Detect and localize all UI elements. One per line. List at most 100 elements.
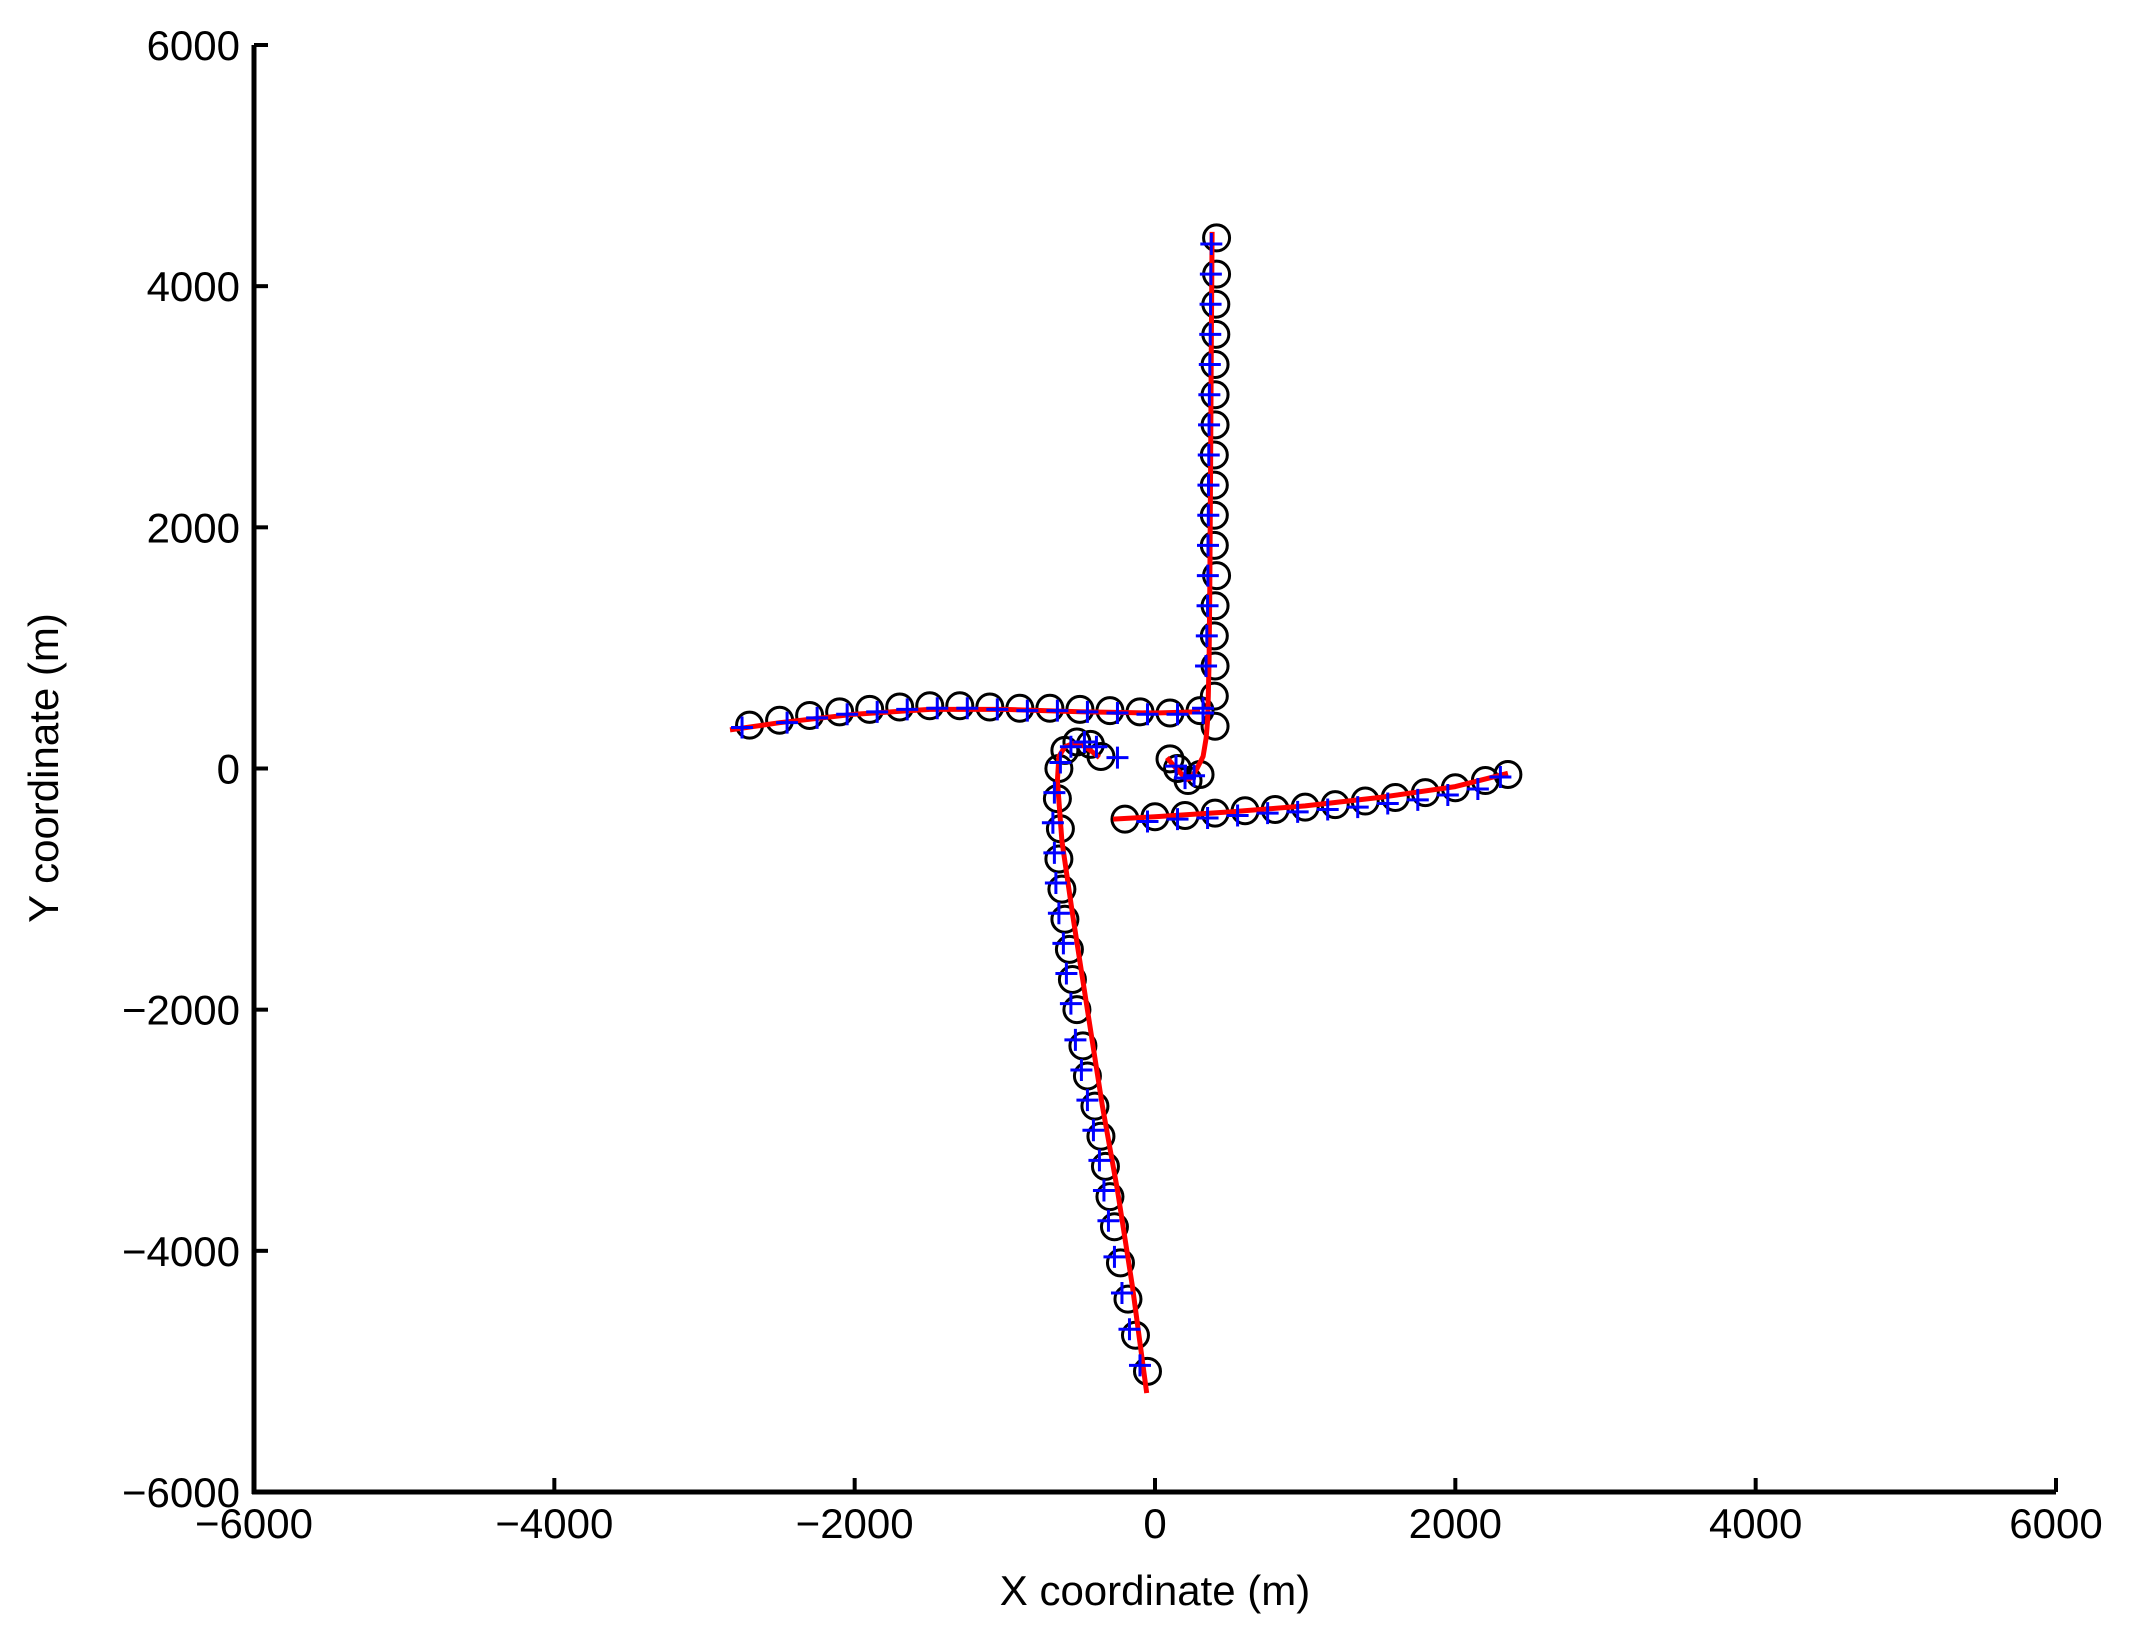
- estimate-point: [1043, 781, 1066, 804]
- estimate-point: [1199, 263, 1222, 286]
- y-tick-label: 4000: [147, 263, 240, 310]
- measurement-point: [1199, 681, 1229, 711]
- measurement-point: [1163, 754, 1193, 783]
- x-tick-label: 0: [1143, 1500, 1166, 1547]
- y-tick-label: 6000: [147, 22, 240, 69]
- estimate-point: [1118, 1318, 1141, 1341]
- measurement-point: [1113, 1284, 1143, 1314]
- measurement-point: [1080, 1091, 1110, 1121]
- measurement-point: [1095, 1182, 1125, 1212]
- estimate-point: [1436, 784, 1459, 807]
- measurement-point: [1044, 844, 1074, 874]
- estimate-point: [806, 706, 829, 729]
- measurement-point: [1068, 1031, 1098, 1061]
- x-tick-label: 2000: [1409, 1500, 1502, 1547]
- estimate-point: [1070, 1058, 1093, 1081]
- estimate-point: [1055, 962, 1078, 985]
- estimate-point: [1196, 594, 1219, 617]
- estimate-point: [1097, 1209, 1120, 1232]
- estimate-point: [776, 711, 799, 734]
- measurement-point: [1155, 744, 1185, 774]
- estimate-point: [1197, 534, 1220, 557]
- measurement-point: [1099, 1212, 1129, 1242]
- estimate-point: [1166, 703, 1189, 726]
- y-tick-label: −4000: [122, 1228, 240, 1275]
- measurement-point: [825, 697, 855, 727]
- measurement-point: [915, 691, 945, 721]
- estimate-point: [1136, 703, 1159, 726]
- measurement-point: [1057, 965, 1087, 995]
- estimate-point: [1346, 796, 1369, 819]
- estimate-point: [1016, 699, 1039, 722]
- measurement-point: [1047, 874, 1077, 904]
- measurement-point: [1054, 934, 1084, 964]
- estimate-point: [1136, 810, 1159, 833]
- estimate-point: [1286, 800, 1309, 823]
- y-tick-label: 2000: [147, 504, 240, 551]
- estimate-point: [986, 698, 1009, 721]
- estimate-point: [1196, 564, 1219, 587]
- estimate-point: [1199, 323, 1222, 346]
- estimate-point: [1198, 383, 1221, 406]
- y-tick-label: −6000: [122, 1469, 240, 1516]
- estimate-point: [1197, 474, 1220, 497]
- y-tick-label: −2000: [122, 987, 240, 1034]
- estimate-point: [1076, 700, 1099, 723]
- x-tick-label: 6000: [2009, 1500, 2102, 1547]
- estimate-point: [1195, 624, 1218, 647]
- measurement-point: [1050, 904, 1080, 934]
- estimate-point: [1088, 1149, 1111, 1172]
- estimate-point: [1226, 804, 1249, 827]
- x-tick-label: −4000: [495, 1500, 613, 1547]
- estimate-point: [1128, 1354, 1151, 1377]
- estimate-point: [1256, 802, 1279, 825]
- estimate-point: [1044, 872, 1067, 895]
- estimate-point: [1195, 655, 1218, 678]
- estimate-point: [1106, 746, 1129, 769]
- measurement-point: [1090, 1151, 1120, 1181]
- estimate-point: [1092, 1179, 1115, 1202]
- estimate-point: [926, 697, 949, 720]
- measurement-point: [1202, 223, 1232, 253]
- y-axis-label: Y coordinate (m): [20, 613, 67, 923]
- x-tick-label: −2000: [796, 1500, 914, 1547]
- estimate-point: [1103, 1245, 1126, 1268]
- estimate-point: [866, 700, 889, 723]
- estimate-point: [1196, 806, 1219, 829]
- estimate-point: [1198, 353, 1221, 376]
- estimate-point: [1085, 735, 1108, 758]
- estimate-point: [1046, 699, 1069, 722]
- y-tick-label: 0: [217, 746, 240, 793]
- estimate-point: [1082, 1119, 1105, 1142]
- estimate-point: [1466, 777, 1489, 800]
- estimate-point: [1197, 504, 1220, 527]
- estimate-point: [1198, 413, 1221, 436]
- measurement-point: [885, 692, 915, 722]
- estimate-point: [1166, 808, 1189, 831]
- estimate-point: [1197, 443, 1220, 466]
- measurement-point: [855, 694, 885, 724]
- measurement-point: [795, 700, 825, 730]
- estimate-point: [1174, 767, 1197, 790]
- estimate-point: [1165, 755, 1188, 778]
- estimate-point: [1199, 293, 1222, 316]
- measurement-point: [1072, 1061, 1102, 1091]
- estimate-point: [1200, 232, 1223, 255]
- estimate-point: [1192, 702, 1215, 725]
- estimate-point: [1059, 992, 1082, 1015]
- estimate-point: [896, 698, 919, 721]
- x-tick-label: 4000: [1709, 1500, 1802, 1547]
- x-axis-label: X coordinate (m): [1000, 1567, 1310, 1614]
- estimate-point: [1076, 1089, 1099, 1112]
- measurement-point: [1200, 711, 1230, 741]
- estimate-point: [1041, 811, 1064, 834]
- estimate-point: [1106, 702, 1129, 725]
- measurement-point: [1086, 1121, 1116, 1151]
- estimate-point: [836, 703, 859, 726]
- measurement-point: [1105, 1248, 1135, 1278]
- estimate-point: [1064, 1028, 1087, 1051]
- estimate-point: [956, 697, 979, 720]
- estimate-point: [1489, 765, 1512, 788]
